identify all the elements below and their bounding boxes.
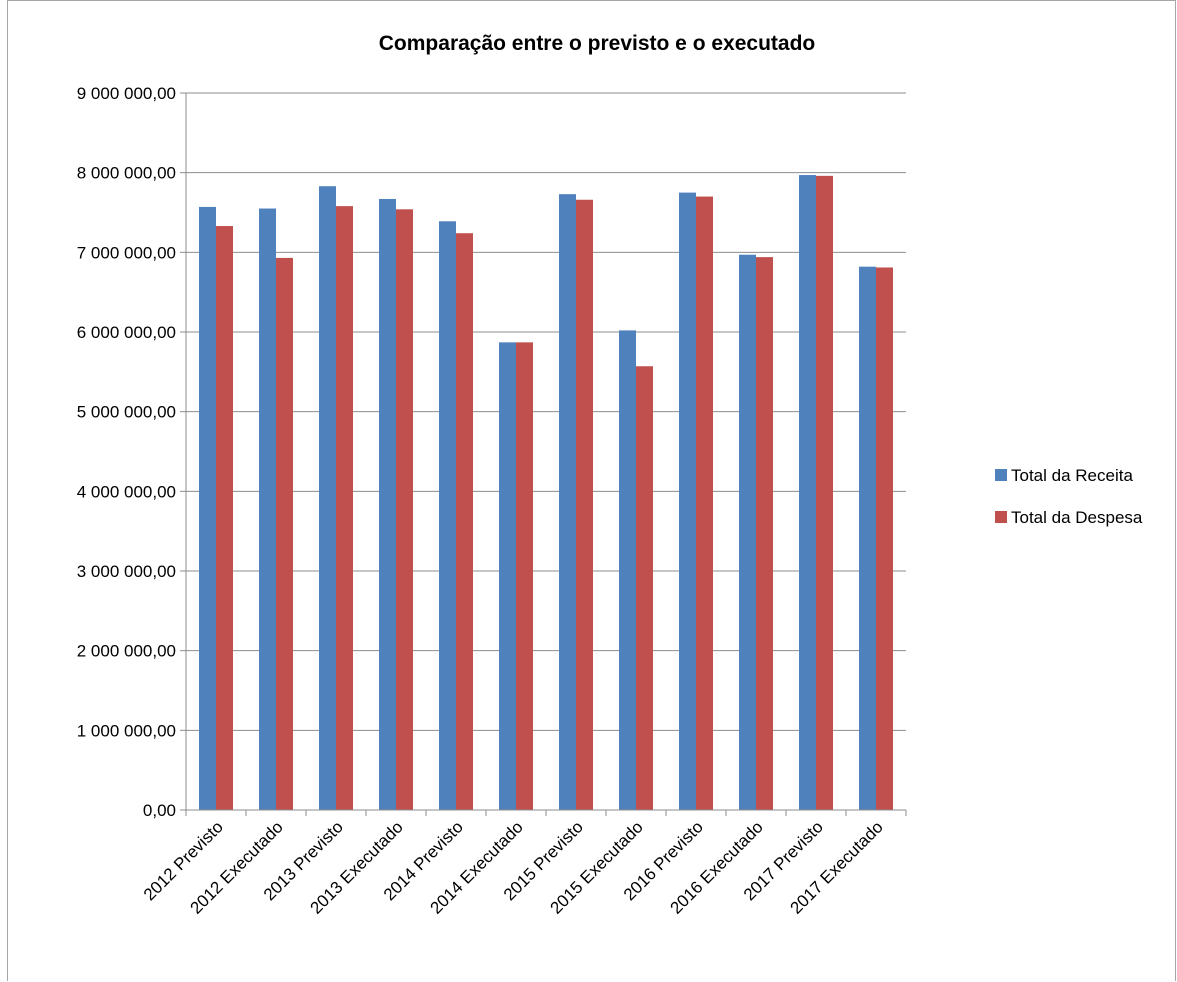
bar-receita <box>499 342 516 810</box>
legend-swatch <box>995 469 1007 481</box>
bar-receita <box>619 330 636 810</box>
bar-despesa <box>756 257 773 810</box>
y-tick-label: 8 000 000,00 <box>77 164 176 183</box>
axes <box>185 93 907 816</box>
legend-label: Total da Despesa <box>1011 508 1143 527</box>
bar-despesa <box>696 196 713 811</box>
bar-receita <box>559 194 576 811</box>
bar-receita <box>319 186 336 810</box>
bar-despesa <box>396 209 413 810</box>
bar-despesa <box>456 233 473 811</box>
y-tick-label: 0,00 <box>143 801 176 820</box>
gridlines <box>180 92 906 811</box>
legend-label: Total da Receita <box>1011 466 1133 485</box>
legend: Total da Receita Total da Despesa <box>995 466 1143 527</box>
bar-despesa <box>576 199 593 811</box>
bar-receita <box>679 192 696 811</box>
y-tick-label: 6 000 000,00 <box>77 323 176 342</box>
y-tick-label: 7 000 000,00 <box>77 243 176 262</box>
y-tick-label: 9 000 000,00 <box>77 84 176 103</box>
y-tick-label: 4 000 000,00 <box>77 482 176 501</box>
chart-title: Comparação entre o previsto e o executad… <box>379 32 815 55</box>
bar-despesa <box>636 366 653 810</box>
bar-despesa <box>876 267 893 811</box>
bar-despesa <box>816 175 833 810</box>
legend-swatch <box>995 511 1007 523</box>
y-tick-label: 2 000 000,00 <box>77 642 176 661</box>
bar-receita <box>439 221 456 811</box>
bar-despesa <box>516 342 533 810</box>
bar-receita <box>739 254 756 810</box>
bar-despesa <box>216 226 233 810</box>
bar-receita <box>799 175 816 811</box>
bar-despesa <box>336 206 353 811</box>
y-tick-label: 3 000 000,00 <box>77 562 176 581</box>
bar-receita <box>259 208 276 810</box>
bar-despesa <box>276 257 293 810</box>
y-axis-tick-labels: 0,00 1 000 000,00 2 000 000,00 3 000 000,00… <box>77 84 176 820</box>
bar-receita <box>859 266 876 810</box>
bar-receita <box>199 206 216 810</box>
bars <box>199 175 893 811</box>
bar-receita <box>379 198 396 810</box>
y-tick-label: 5 000 000,00 <box>77 403 176 422</box>
y-tick-label: 1 000 000,00 <box>77 721 176 740</box>
